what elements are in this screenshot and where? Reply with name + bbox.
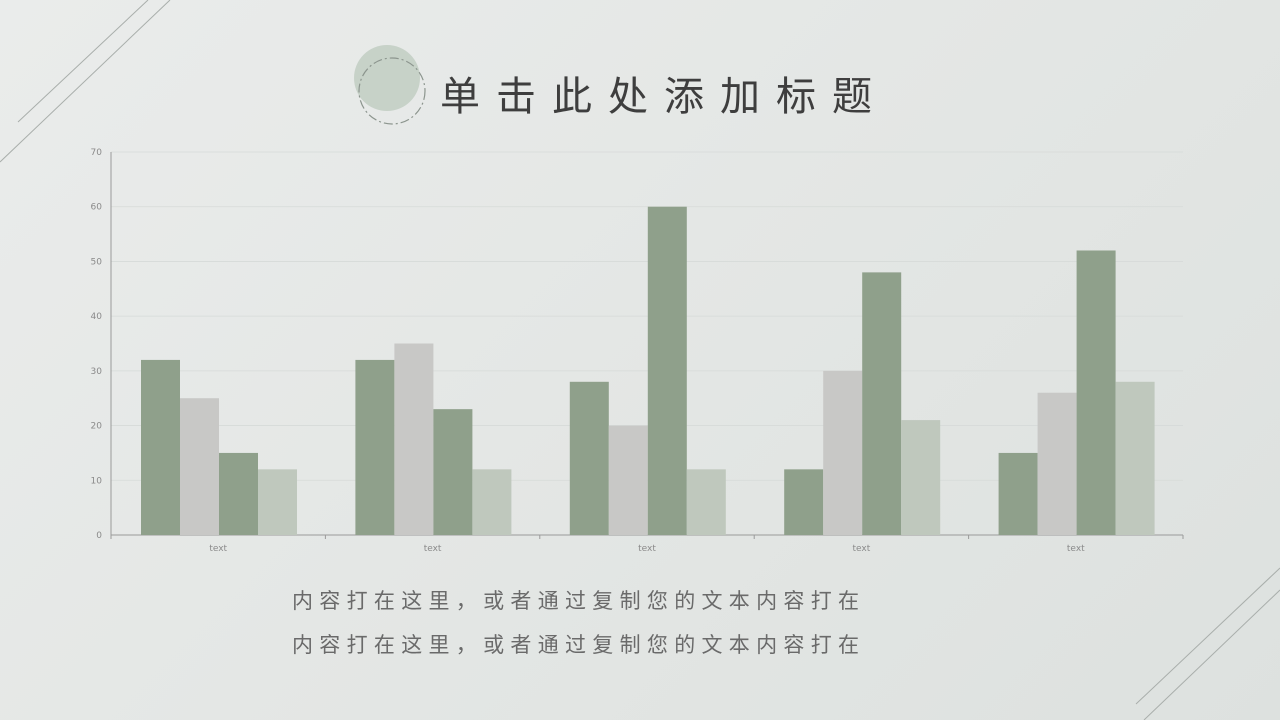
y-tick-label: 20 — [91, 422, 103, 432]
body-text-line-1[interactable]: 内容打在这里，或者通过复制您的文本内容打在 — [292, 589, 866, 613]
title-area: 单击此处添加标题 — [0, 0, 1280, 150]
bar-cat4-series1 — [784, 469, 824, 535]
bar-cat4-series3 — [862, 272, 902, 535]
bar-cat5-series1 — [998, 452, 1038, 535]
bar-cat4-series2 — [823, 370, 863, 535]
body-text-line-2[interactable]: 内容打在这里，或者通过复制您的文本内容打在 — [292, 633, 866, 657]
bar-cat2-series2 — [394, 343, 434, 535]
x-tick-label: text — [638, 544, 656, 554]
title-circle-fill — [354, 45, 420, 111]
bar-cat3-series3 — [647, 206, 687, 535]
bar-cat1-series3 — [219, 452, 258, 535]
bar-cat5-series3 — [1076, 250, 1116, 535]
y-tick-label: 50 — [91, 257, 103, 267]
x-tick-label: text — [1067, 544, 1085, 554]
y-tick-label: 0 — [96, 531, 102, 541]
bar-cat1-series2 — [180, 398, 219, 535]
bar-cat3-series1 — [569, 381, 609, 535]
bar-cat1-series1 — [141, 359, 180, 535]
x-tick-label: text — [424, 544, 442, 554]
y-tick-label: 30 — [91, 367, 103, 377]
bar-cat3-series2 — [608, 425, 648, 535]
bar-cat5-series4 — [1115, 381, 1155, 535]
y-tick-label: 40 — [91, 312, 103, 322]
x-tick-label: text — [209, 544, 227, 554]
y-tick-label: 10 — [91, 476, 103, 486]
title-circle-dashed-ring — [358, 57, 426, 125]
bar-cat1-series4 — [258, 469, 297, 535]
x-tick-label: text — [853, 544, 871, 554]
bar-cat5-series2 — [1037, 392, 1077, 535]
bar-cat2-series1 — [355, 359, 395, 535]
page-title[interactable]: 单击此处添加标题 — [440, 74, 888, 120]
y-tick-label: 60 — [91, 203, 103, 213]
title-circle-icon — [354, 45, 426, 125]
bar-cat3-series4 — [686, 469, 726, 535]
bar-cat2-series4 — [472, 469, 512, 535]
bar-cat2-series3 — [433, 409, 473, 535]
bar-cat4-series4 — [901, 420, 941, 535]
y-tick-label: 70 — [91, 148, 103, 158]
